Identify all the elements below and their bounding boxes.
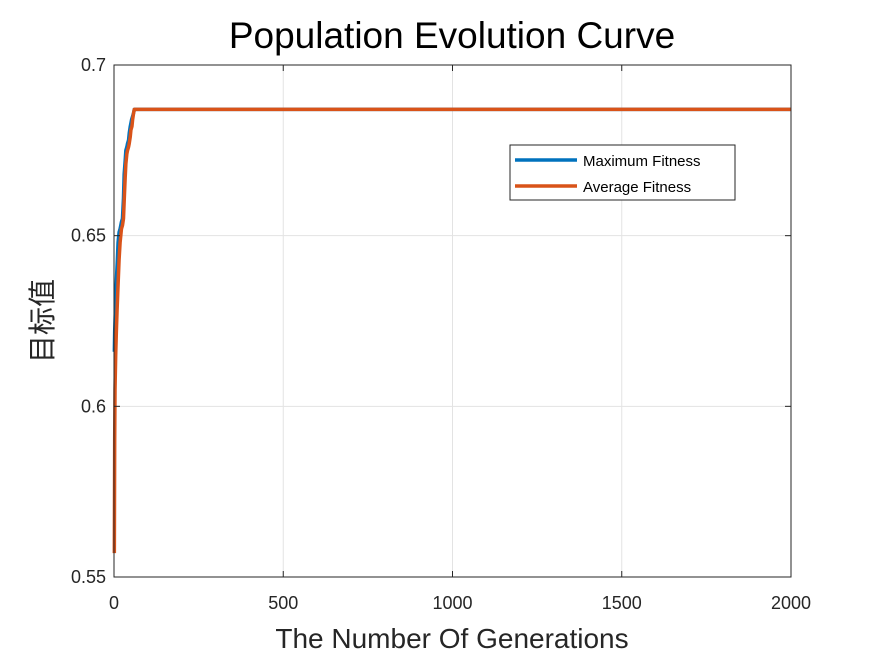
axis-ticks: 0 500 1000 1500 2000 0.55 0.6 0.65 0.7	[71, 55, 811, 613]
y-tick-label: 0.55	[71, 567, 106, 587]
x-tick-label: 500	[268, 593, 298, 613]
y-axis-label: 目标值	[27, 279, 58, 363]
legend: Maximum Fitness Average Fitness	[509, 144, 736, 201]
chart-title: Population Evolution Curve	[229, 15, 675, 56]
series-lines	[112, 107, 791, 554]
legend-box	[509, 144, 736, 201]
x-tick-label: 1000	[432, 593, 472, 613]
y-tick-label: 0.65	[71, 226, 106, 246]
series-line-average-fitness	[112, 107, 791, 554]
x-tick-label: 1500	[602, 593, 642, 613]
y-tick-label: 0.6	[81, 396, 106, 416]
y-tick-label: 0.7	[81, 55, 106, 75]
x-tick-label: 0	[109, 593, 119, 613]
legend-label: Maximum Fitness	[583, 153, 701, 170]
x-tick-label: 2000	[771, 593, 811, 613]
x-axis-label: The Number Of Generations	[275, 623, 628, 654]
legend-label: Average Fitness	[583, 179, 691, 196]
